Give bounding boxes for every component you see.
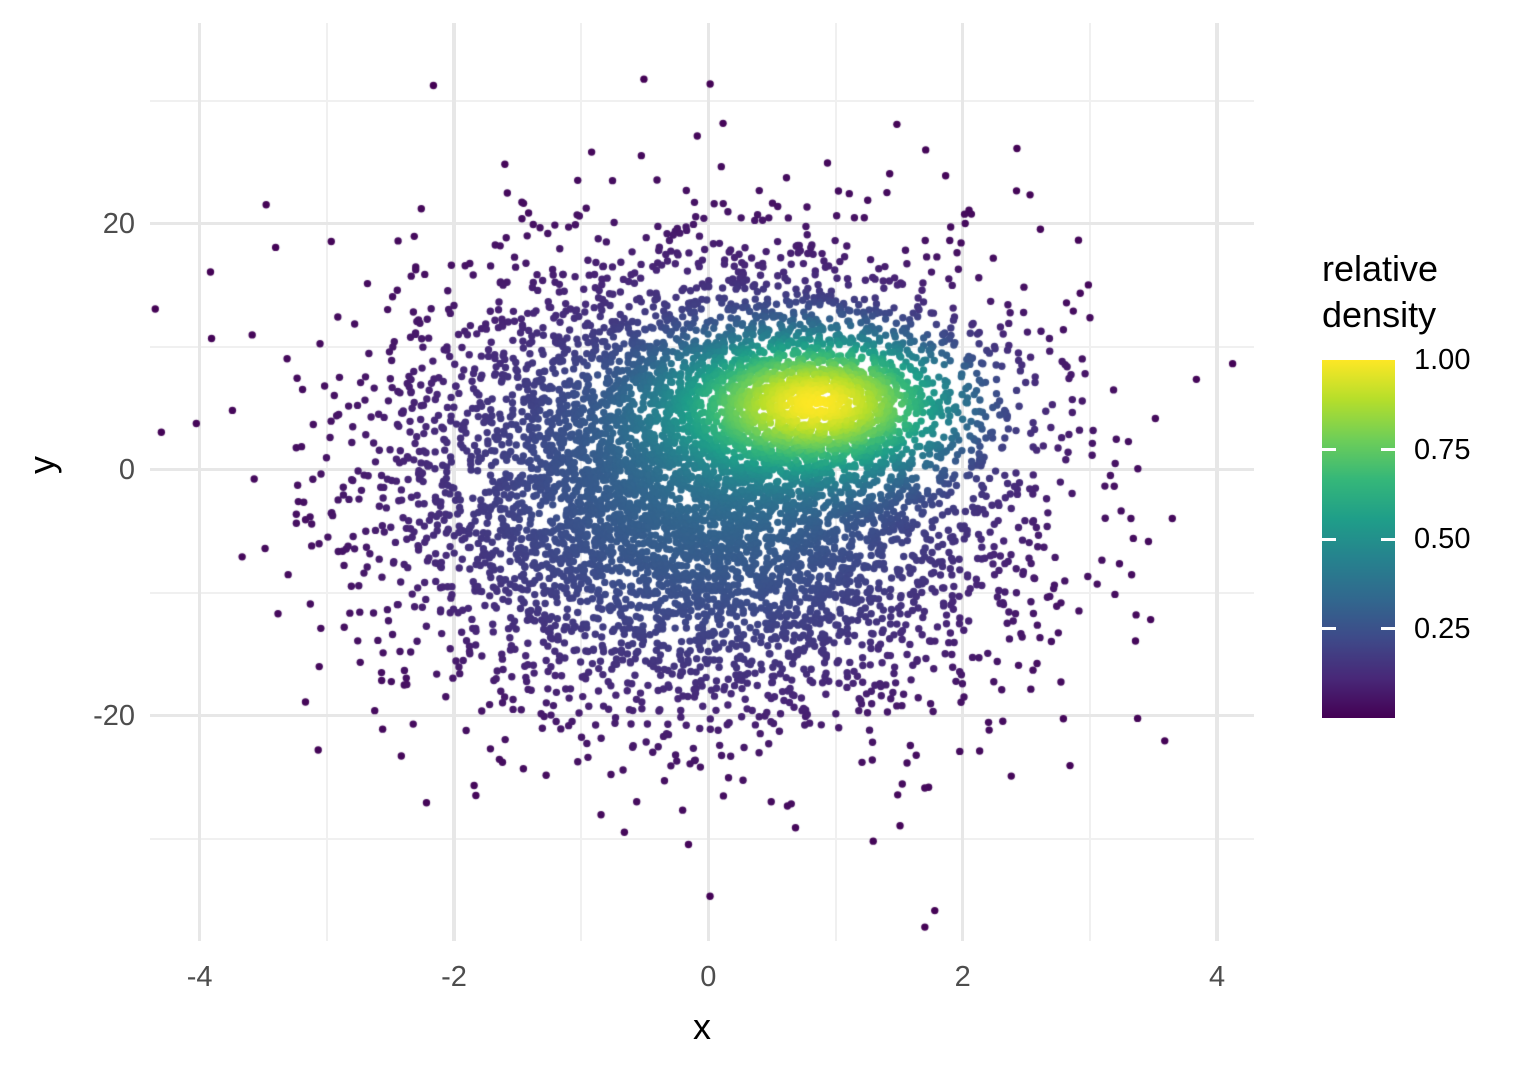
legend-title: relative density xyxy=(1322,248,1439,335)
x-tick-label: 2 xyxy=(954,961,971,993)
legend-tick-label: 0.75 xyxy=(1414,433,1471,466)
colorbar-tick-mark xyxy=(1381,537,1395,541)
colorbar-tick-mark xyxy=(1322,537,1336,541)
y-tick-label: 0 xyxy=(118,453,135,486)
x-tick-label: -4 xyxy=(186,961,213,993)
legend-tick-label: 1.00 xyxy=(1414,344,1471,376)
legend-tick-label: 0.50 xyxy=(1414,523,1471,555)
y-tick-label: -20 xyxy=(93,699,135,732)
legend-tick-label: 0.25 xyxy=(1414,612,1471,645)
x-tick-label: 4 xyxy=(1209,961,1226,993)
y-axis-title: y xyxy=(21,456,62,474)
plot-panel xyxy=(150,23,1254,941)
x-axis-title: x xyxy=(693,1006,711,1047)
x-tick-label: 0 xyxy=(700,961,717,993)
colorbar-tick-mark xyxy=(1322,448,1336,451)
colorbar-tick-mark xyxy=(1381,448,1395,451)
colorbar-tick-mark xyxy=(1381,627,1395,630)
scatter-points-canvas xyxy=(150,23,1254,941)
y-tick-label: 20 xyxy=(102,207,135,240)
x-tick-label: -2 xyxy=(441,961,467,993)
colorbar-tick-mark xyxy=(1322,627,1336,630)
